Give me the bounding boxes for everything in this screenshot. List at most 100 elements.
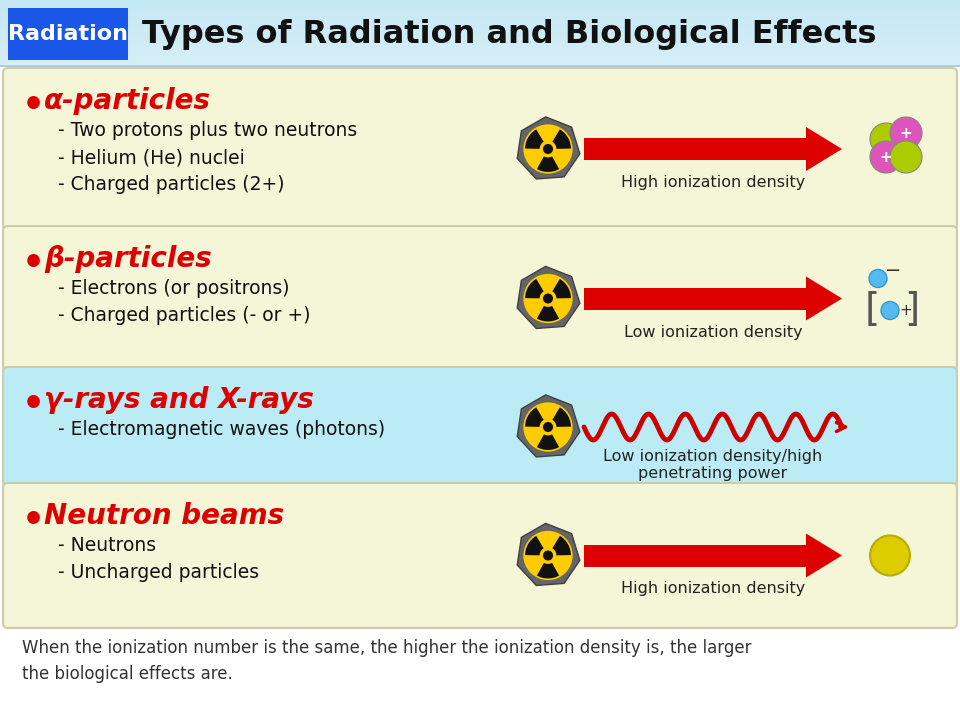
Text: Neutron beams: Neutron beams	[44, 502, 284, 530]
Circle shape	[890, 141, 922, 173]
Bar	[0, 28, 960, 29]
Bar	[0, 32, 960, 33]
Bar	[0, 48, 960, 49]
Bar	[0, 16, 960, 17]
Bar	[0, 19, 960, 20]
Bar	[0, 9, 960, 10]
FancyBboxPatch shape	[3, 68, 957, 230]
Text: - Charged particles (2+): - Charged particles (2+)	[58, 175, 284, 194]
Text: ]: ]	[904, 292, 920, 330]
Bar	[0, 8, 960, 9]
Circle shape	[869, 269, 887, 287]
Circle shape	[543, 551, 553, 561]
Bar	[0, 54, 960, 55]
Text: +: +	[900, 125, 912, 140]
Polygon shape	[537, 563, 559, 578]
Text: - Electrons (or positrons): - Electrons (or positrons)	[58, 279, 290, 298]
Bar	[584, 287, 806, 310]
Bar	[0, 31, 960, 32]
Bar	[0, 10, 960, 11]
Bar	[0, 11, 960, 12]
Polygon shape	[552, 130, 571, 149]
Bar	[0, 3, 960, 4]
Bar	[0, 21, 960, 22]
Bar	[0, 56, 960, 57]
FancyBboxPatch shape	[3, 483, 957, 628]
Bar	[0, 25, 960, 26]
Bar	[0, 629, 960, 720]
Text: High ionization density: High ionization density	[621, 175, 805, 190]
Text: −: −	[885, 261, 901, 280]
Polygon shape	[537, 306, 559, 321]
Circle shape	[543, 144, 553, 154]
Text: •: •	[22, 504, 45, 538]
Circle shape	[523, 531, 572, 580]
Text: γ-rays and X-rays: γ-rays and X-rays	[44, 386, 314, 414]
Text: β-particles: β-particles	[44, 245, 212, 273]
Bar	[0, 49, 960, 50]
Bar	[0, 64, 960, 65]
Bar	[0, 61, 960, 62]
Text: •: •	[22, 89, 45, 123]
Circle shape	[523, 402, 572, 451]
Bar	[0, 23, 960, 24]
Bar	[0, 33, 960, 34]
Bar	[0, 36, 960, 37]
Text: +: +	[900, 303, 912, 318]
Bar	[0, 39, 960, 40]
Text: Types of Radiation and Biological Effects: Types of Radiation and Biological Effect…	[142, 19, 876, 50]
Polygon shape	[525, 279, 543, 298]
Text: - Uncharged particles: - Uncharged particles	[58, 563, 259, 582]
Bar	[0, 42, 960, 43]
Text: - Charged particles (- or +): - Charged particles (- or +)	[58, 306, 310, 325]
Bar	[0, 26, 960, 27]
Bar	[0, 24, 960, 25]
Bar	[0, 6, 960, 7]
Bar	[0, 22, 960, 23]
Polygon shape	[517, 266, 580, 328]
Text: •: •	[22, 247, 45, 281]
Polygon shape	[517, 395, 580, 457]
Polygon shape	[552, 536, 571, 555]
Circle shape	[543, 294, 553, 304]
Bar	[0, 27, 960, 28]
Text: α-particles: α-particles	[44, 87, 211, 115]
Bar	[8, 8, 128, 60]
Bar	[0, 50, 960, 51]
Bar	[0, 55, 960, 56]
Bar	[0, 40, 960, 41]
Polygon shape	[806, 276, 842, 320]
Bar	[0, 13, 960, 14]
Bar	[0, 52, 960, 53]
Polygon shape	[806, 534, 842, 577]
Bar	[0, 46, 960, 47]
Bar	[0, 63, 960, 64]
Text: [: [	[864, 292, 879, 330]
Text: Low ionization density/high
penetrating power: Low ionization density/high penetrating …	[604, 449, 823, 482]
Polygon shape	[517, 523, 580, 585]
Circle shape	[523, 125, 572, 174]
Bar	[0, 65, 960, 67]
Polygon shape	[517, 117, 580, 179]
Polygon shape	[552, 408, 571, 427]
Bar	[0, 65, 960, 66]
Circle shape	[543, 422, 553, 432]
Text: - Helium (He) nuclei: - Helium (He) nuclei	[58, 148, 245, 167]
Bar	[0, 7, 960, 8]
Polygon shape	[525, 536, 543, 555]
Bar	[0, 37, 960, 38]
Circle shape	[890, 117, 922, 149]
Bar	[0, 18, 960, 19]
Text: High ionization density: High ionization density	[621, 582, 805, 596]
Bar	[0, 12, 960, 13]
Circle shape	[523, 274, 572, 323]
Bar	[0, 43, 960, 44]
Bar	[584, 138, 806, 160]
Polygon shape	[552, 279, 571, 298]
Bar	[0, 29, 960, 30]
Polygon shape	[525, 130, 543, 149]
Bar	[0, 51, 960, 52]
Text: +: +	[879, 150, 893, 164]
Bar	[584, 544, 806, 567]
Text: - Neutrons: - Neutrons	[58, 536, 156, 555]
